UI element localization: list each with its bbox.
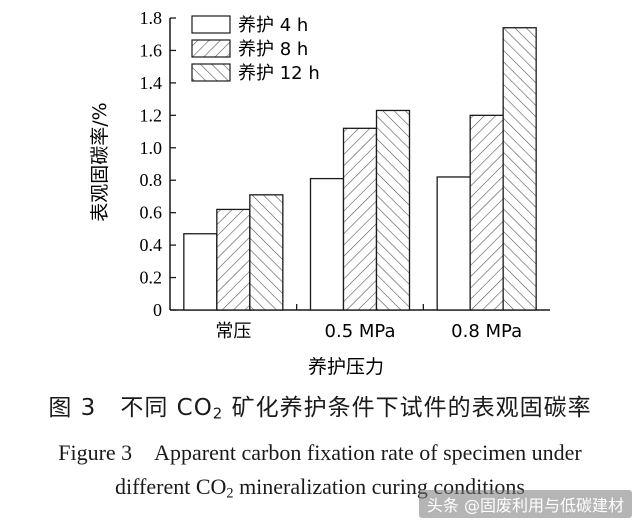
y-tick-label: 0.8 <box>140 170 163 190</box>
legend-swatch <box>191 15 231 34</box>
y-tick-label: 1.4 <box>140 73 163 93</box>
y-tick-label: 1.0 <box>140 138 163 158</box>
legend-swatch <box>191 63 231 82</box>
y-axis-label: 表观固碳率/% <box>89 102 111 221</box>
legend: 养护 4 h 养护 8 h 养护 12 h <box>191 15 320 84</box>
figure-caption-cn: 图 3 不同 CO2 矿化养护条件下试件的表观固碳率 <box>0 388 640 423</box>
watermark: 头条 @固废利用与低碳建材 <box>418 490 632 518</box>
y-tick-label: 0.6 <box>140 203 163 223</box>
caption-cn-sub: 2 <box>212 404 224 423</box>
x-tick-label: 0.5 MPa <box>325 321 396 342</box>
bar <box>342 127 378 311</box>
bar <box>216 208 251 311</box>
bar <box>183 233 218 311</box>
x-tick-label: 常压 <box>215 321 251 342</box>
y-tick-label: 1.8 <box>140 8 163 28</box>
legend-swatch <box>191 39 231 58</box>
bar <box>436 176 471 311</box>
bar <box>502 27 537 311</box>
y-tick-label: 1.2 <box>140 105 163 125</box>
x-tick-label: 0.8 MPa <box>451 321 522 342</box>
bar <box>249 194 284 311</box>
figure-caption-en-line2: different CO2 mineralization curing cond… <box>0 474 640 503</box>
bar <box>375 109 411 311</box>
legend-label: 养护 12 h <box>238 63 320 84</box>
y-tick-label: 0.2 <box>140 268 163 288</box>
bar-chart: 0 0.2 0.4 0.6 0.8 1.0 1.2 1.4 1.6 1.8 常压 0.5 MPa 0.… <box>89 8 550 378</box>
caption-en-pre: different CO <box>115 474 227 499</box>
x-axis-label: 养护压力 <box>308 356 384 378</box>
legend-label: 养护 4 h <box>238 15 308 36</box>
caption-cn-post: 矿化养护条件下试件的表观固碳率 <box>223 395 592 421</box>
bar <box>469 114 504 311</box>
legend-label: 养护 8 h <box>238 39 308 60</box>
y-tick-label: 0 <box>153 300 162 320</box>
y-tick-label: 1.6 <box>140 40 163 60</box>
caption-en-sub: 2 <box>226 485 234 502</box>
caption-cn-pre: 图 3 不同 CO <box>48 395 213 421</box>
bar <box>309 177 345 311</box>
bars <box>183 27 537 311</box>
x-ticks: 常压 0.5 MPa 0.8 MPa <box>215 304 522 342</box>
y-ticks: 0 0.2 0.4 0.6 0.8 1.0 1.2 1.4 1.6 1.8 <box>140 8 176 320</box>
figure-caption-en-line1: Figure 3 Apparent carbon fixation rate o… <box>58 440 582 465</box>
y-tick-label: 0.4 <box>140 235 163 255</box>
